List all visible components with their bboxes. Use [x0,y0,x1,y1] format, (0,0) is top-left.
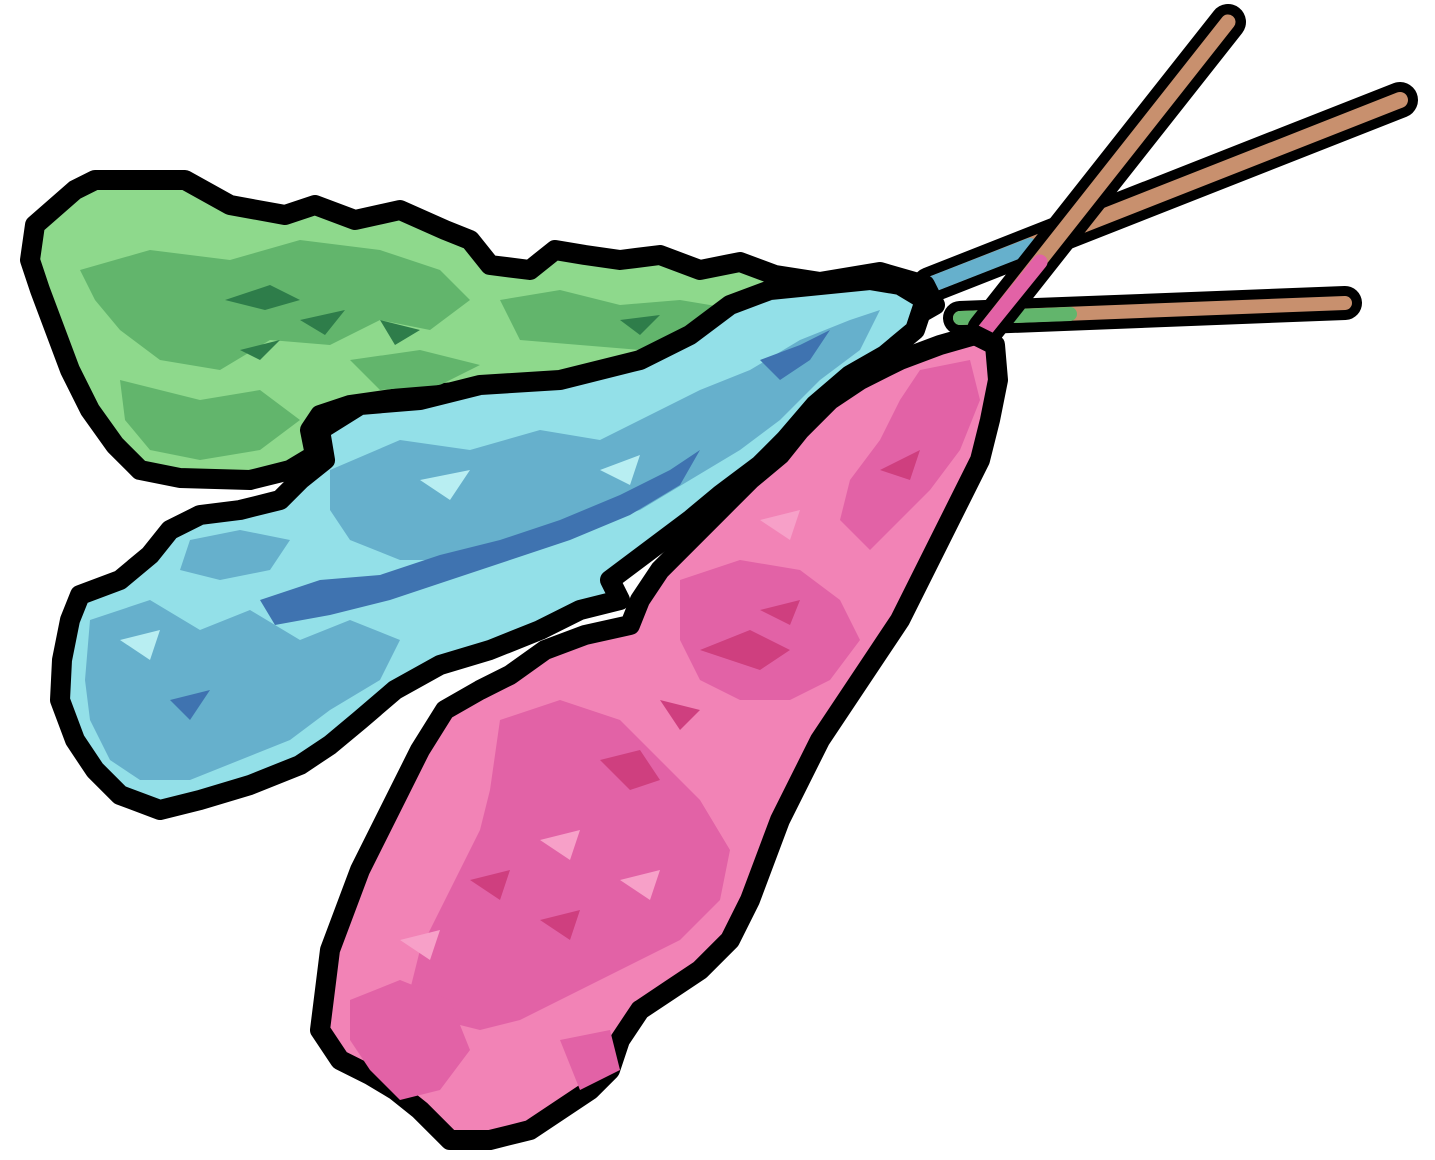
sticks [912,4,1418,348]
pink-candy-dark [470,450,920,940]
stick-steep [967,4,1246,348]
blue-candy-dark [170,330,830,720]
stick-upper-right [912,82,1418,303]
blue-candy [50,270,935,820]
pink-candy [310,325,1008,1150]
blue-candy-shading [85,310,880,780]
pink-candy-highlights [400,510,800,960]
blue-candy-highlights [120,455,640,660]
green-candy-dark [225,285,660,360]
green-candy [20,170,945,490]
